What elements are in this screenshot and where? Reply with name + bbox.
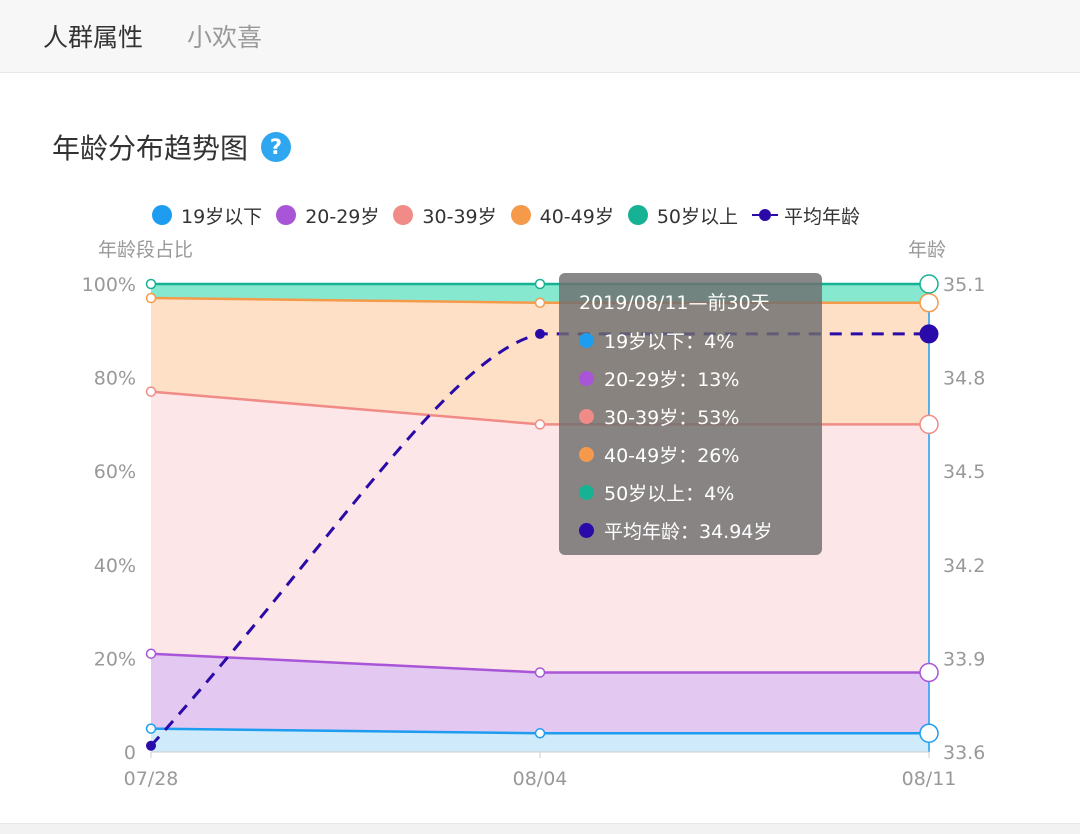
- tooltip-swatch: [579, 523, 594, 538]
- legend-item[interactable]: 30-39岁: [393, 202, 497, 229]
- legend-line-swatch: [752, 209, 779, 221]
- y-tick-left: 80%: [94, 368, 136, 390]
- tooltip-swatch: [579, 485, 594, 500]
- y-tick-right: 34.5: [943, 461, 985, 483]
- data-point[interactable]: [919, 414, 939, 435]
- tooltip-swatch: [579, 371, 594, 386]
- data-point[interactable]: [145, 648, 157, 659]
- tooltip-label: 平均年龄：34.94岁: [604, 521, 773, 543]
- tooltip-label: 50岁以上：4%: [604, 483, 735, 505]
- legend-swatch: [393, 205, 414, 225]
- y-tick-left: 100%: [82, 274, 136, 296]
- data-point[interactable]: [534, 667, 546, 678]
- legend-label: 19岁以下: [181, 205, 263, 228]
- legend-swatch: [627, 205, 648, 225]
- data-point[interactable]: [145, 292, 157, 304]
- legend-item[interactable]: 20-29岁: [276, 202, 379, 229]
- x-tick-label: 07/28: [124, 768, 179, 790]
- legend-item[interactable]: 50岁以上: [627, 202, 739, 229]
- legend-label: 平均年龄: [784, 205, 861, 228]
- chart-tooltip: 2019/08/11—前30天 19岁以下：4% 20-29岁：13% 30-3…: [559, 273, 822, 555]
- tooltip-label: 30-39岁：53%: [604, 407, 740, 429]
- legend-item[interactable]: 19岁以下: [152, 202, 262, 229]
- y-tick-left: 40%: [94, 555, 136, 577]
- chart-title: 年龄分布趋势图: [52, 132, 249, 165]
- data-point[interactable]: [145, 723, 157, 734]
- tooltip-row: 平均年龄：34.94岁: [579, 517, 772, 544]
- legend-item[interactable]: 40-49岁: [510, 202, 614, 229]
- y-tick-left: 60%: [94, 461, 136, 483]
- tab-bar: 人群属性 小欢喜: [0, 0, 1080, 73]
- y-axis-right-label: 年龄: [908, 239, 947, 261]
- legend-swatch: [152, 205, 172, 225]
- tooltip-label: 20-29岁：13%: [604, 369, 740, 391]
- tooltip-swatch: [579, 409, 594, 424]
- data-point[interactable]: [919, 292, 939, 313]
- legend-label: 20-29岁: [305, 205, 380, 228]
- data-point[interactable]: [534, 278, 546, 290]
- y-tick-right: 33.6: [943, 742, 985, 764]
- help-icon[interactable]: ?: [261, 132, 291, 162]
- legend-item[interactable]: 平均年龄: [752, 202, 860, 229]
- data-point[interactable]: [534, 728, 546, 739]
- legend-swatch: [276, 205, 297, 225]
- data-point[interactable]: [919, 723, 939, 744]
- data-point[interactable]: [534, 419, 546, 430]
- tooltip-swatch: [579, 333, 594, 348]
- legend-label: 30-39岁: [422, 205, 497, 228]
- tooltip-label: 19岁以下：4%: [604, 331, 735, 353]
- average-age-line: [149, 332, 929, 747]
- chart-legend: 19岁以下 20-29岁 30-39岁 40-49岁 50岁以上 平均年龄: [152, 200, 874, 230]
- legend-swatch: [510, 205, 531, 225]
- data-point[interactable]: [145, 278, 157, 290]
- y-tick-right: 34.8: [943, 368, 985, 390]
- y-tick-right: 35.1: [943, 274, 985, 296]
- data-point[interactable]: [145, 386, 157, 397]
- legend-label: 50岁以上: [656, 205, 739, 228]
- tab-show-name[interactable]: 小欢喜: [187, 23, 263, 52]
- y-tick-left: 20%: [94, 648, 136, 670]
- bottom-divider: [0, 823, 1080, 834]
- tooltip-swatch: [579, 447, 594, 462]
- average-age-point[interactable]: [146, 740, 156, 751]
- tooltip-row: 40-49岁：26%: [579, 441, 739, 468]
- y-tick-right: 33.9: [943, 648, 985, 670]
- average-age-point[interactable]: [535, 328, 545, 339]
- data-point[interactable]: [919, 274, 939, 294]
- average-age-point[interactable]: [919, 324, 939, 344]
- data-point[interactable]: [919, 662, 939, 683]
- tab-audience-attributes[interactable]: 人群属性: [43, 23, 144, 52]
- tooltip-row: 50岁以上：4%: [579, 479, 734, 506]
- y-tick-right: 34.2: [943, 555, 985, 577]
- legend-label: 40-49岁: [539, 205, 614, 228]
- y-axis-left-label: 年龄段占比: [98, 239, 194, 261]
- x-tick-label: 08/04: [513, 768, 568, 790]
- tooltip-row: 20-29岁：13%: [579, 365, 739, 392]
- tooltip-title: 2019/08/11—前30天: [579, 292, 770, 314]
- y-tick-left: 0: [124, 742, 136, 764]
- tooltip-row: 30-39岁：53%: [579, 403, 739, 430]
- tooltip-label: 40-49岁：26%: [604, 445, 740, 467]
- data-point[interactable]: [534, 297, 546, 308]
- x-tick-label: 08/11: [902, 768, 957, 790]
- tooltip-row: 19岁以下：4%: [579, 327, 734, 354]
